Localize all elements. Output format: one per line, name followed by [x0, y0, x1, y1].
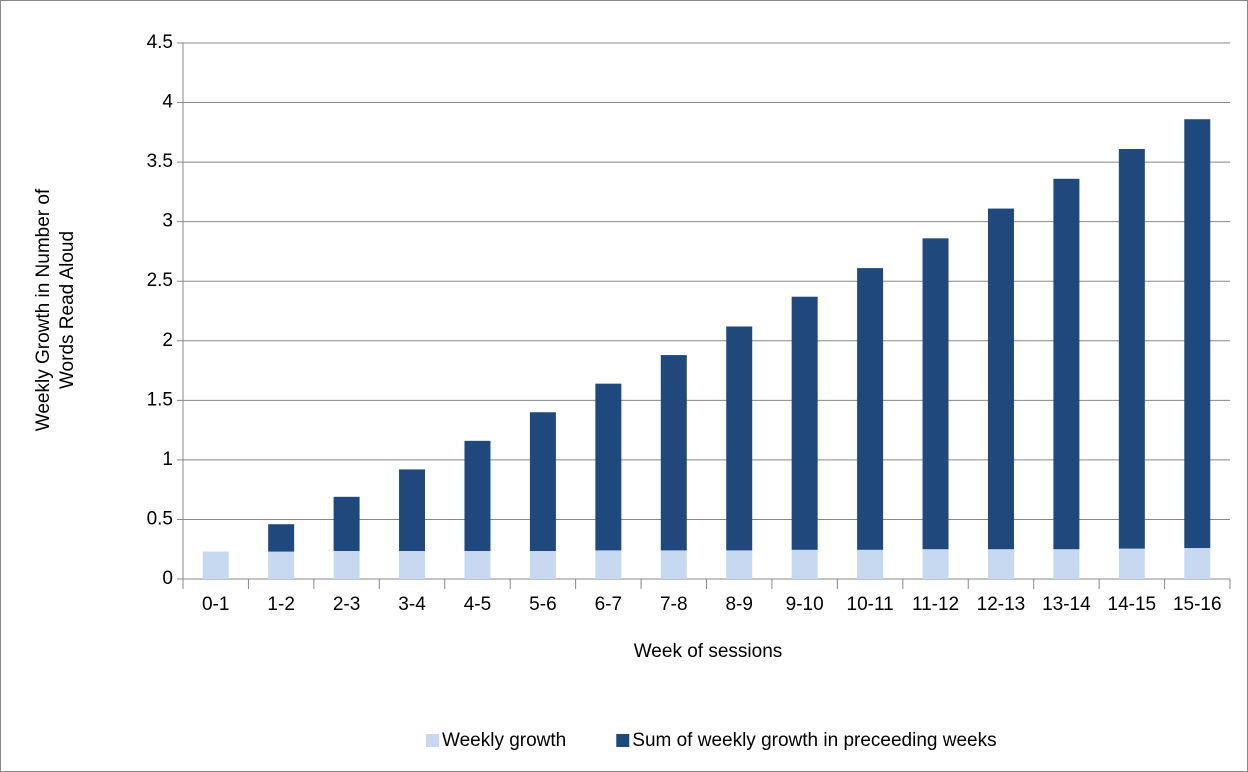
x-tick-label: 3-4 — [398, 594, 426, 615]
legend-swatch — [426, 734, 439, 747]
x-tick-label: 14-15 — [1108, 594, 1157, 615]
bar-segment — [1053, 549, 1080, 579]
bar-segment — [660, 550, 687, 579]
bar-segment — [399, 551, 426, 579]
y-axis-title: Weekly Growth in Number of — [33, 188, 54, 431]
y-tick-label: 3 — [162, 211, 173, 232]
x-tick-label: 11-12 — [912, 594, 959, 615]
bar-segment — [1118, 548, 1145, 579]
x-tick-label: 12-13 — [977, 594, 1026, 615]
bar-segment — [660, 355, 687, 551]
y-tick-label: 2 — [162, 330, 173, 351]
bar-segment — [922, 549, 949, 579]
y-axis-title: Words Read Aloud — [57, 231, 78, 389]
y-tick-label: 0.5 — [147, 508, 173, 529]
bar-segment — [857, 549, 884, 579]
bar-segment — [987, 208, 1014, 550]
y-tick-label: 1 — [162, 449, 173, 470]
y-tick-label: 2.5 — [147, 270, 173, 291]
bar-segment — [268, 551, 295, 579]
bar-segment — [857, 268, 884, 550]
y-tick-label: 4 — [162, 92, 173, 113]
bar-segment — [1184, 119, 1211, 549]
y-tick-label: 0 — [162, 568, 173, 589]
x-tick-label: 10-11 — [847, 594, 894, 615]
x-tick-label: 9-10 — [786, 594, 824, 615]
x-tick-label: 15-16 — [1173, 594, 1222, 615]
x-tick-label: 1-2 — [267, 594, 294, 615]
bar-segment — [1184, 548, 1211, 579]
bar-segment — [333, 551, 360, 579]
x-tick-label: 7-8 — [660, 594, 687, 615]
bar-segment — [268, 524, 295, 552]
legend-label: Sum of weekly growth in preceeding weeks — [632, 730, 996, 751]
bar-segment — [1053, 178, 1080, 550]
bar-segment — [333, 496, 360, 552]
bar-segment — [399, 469, 426, 552]
x-axis-title: Week of sessions — [634, 641, 783, 662]
x-tick-label: 2-3 — [333, 594, 360, 615]
x-tick-label: 4-5 — [464, 594, 491, 615]
x-tick-label: 6-7 — [595, 594, 622, 615]
x-tick-label: 13-14 — [1042, 594, 1091, 615]
y-tick-label: 1.5 — [147, 389, 173, 410]
bar-segment — [464, 440, 491, 552]
bar-segment — [1118, 149, 1145, 549]
bar-segment — [987, 549, 1014, 579]
y-tick-label: 3.5 — [147, 151, 173, 172]
bar-segment — [726, 550, 753, 579]
bar-segment — [202, 551, 229, 579]
legend-label: Weekly growth — [442, 730, 566, 751]
bar-segment — [791, 549, 818, 579]
x-tick-label: 5-6 — [529, 594, 556, 615]
x-tick-label: 8-9 — [725, 594, 752, 615]
legend-swatch — [616, 734, 630, 747]
bar-segment — [791, 296, 818, 550]
bar-segment — [464, 551, 491, 579]
bar-segment — [595, 383, 622, 551]
bar-segment — [726, 326, 753, 551]
bar-segment — [529, 412, 556, 552]
bar-segment — [595, 550, 622, 579]
x-tick-label: 0-1 — [202, 594, 229, 615]
bar-segment — [922, 238, 949, 550]
bar-segment — [529, 551, 556, 579]
y-tick-label: 4.5 — [147, 32, 173, 53]
